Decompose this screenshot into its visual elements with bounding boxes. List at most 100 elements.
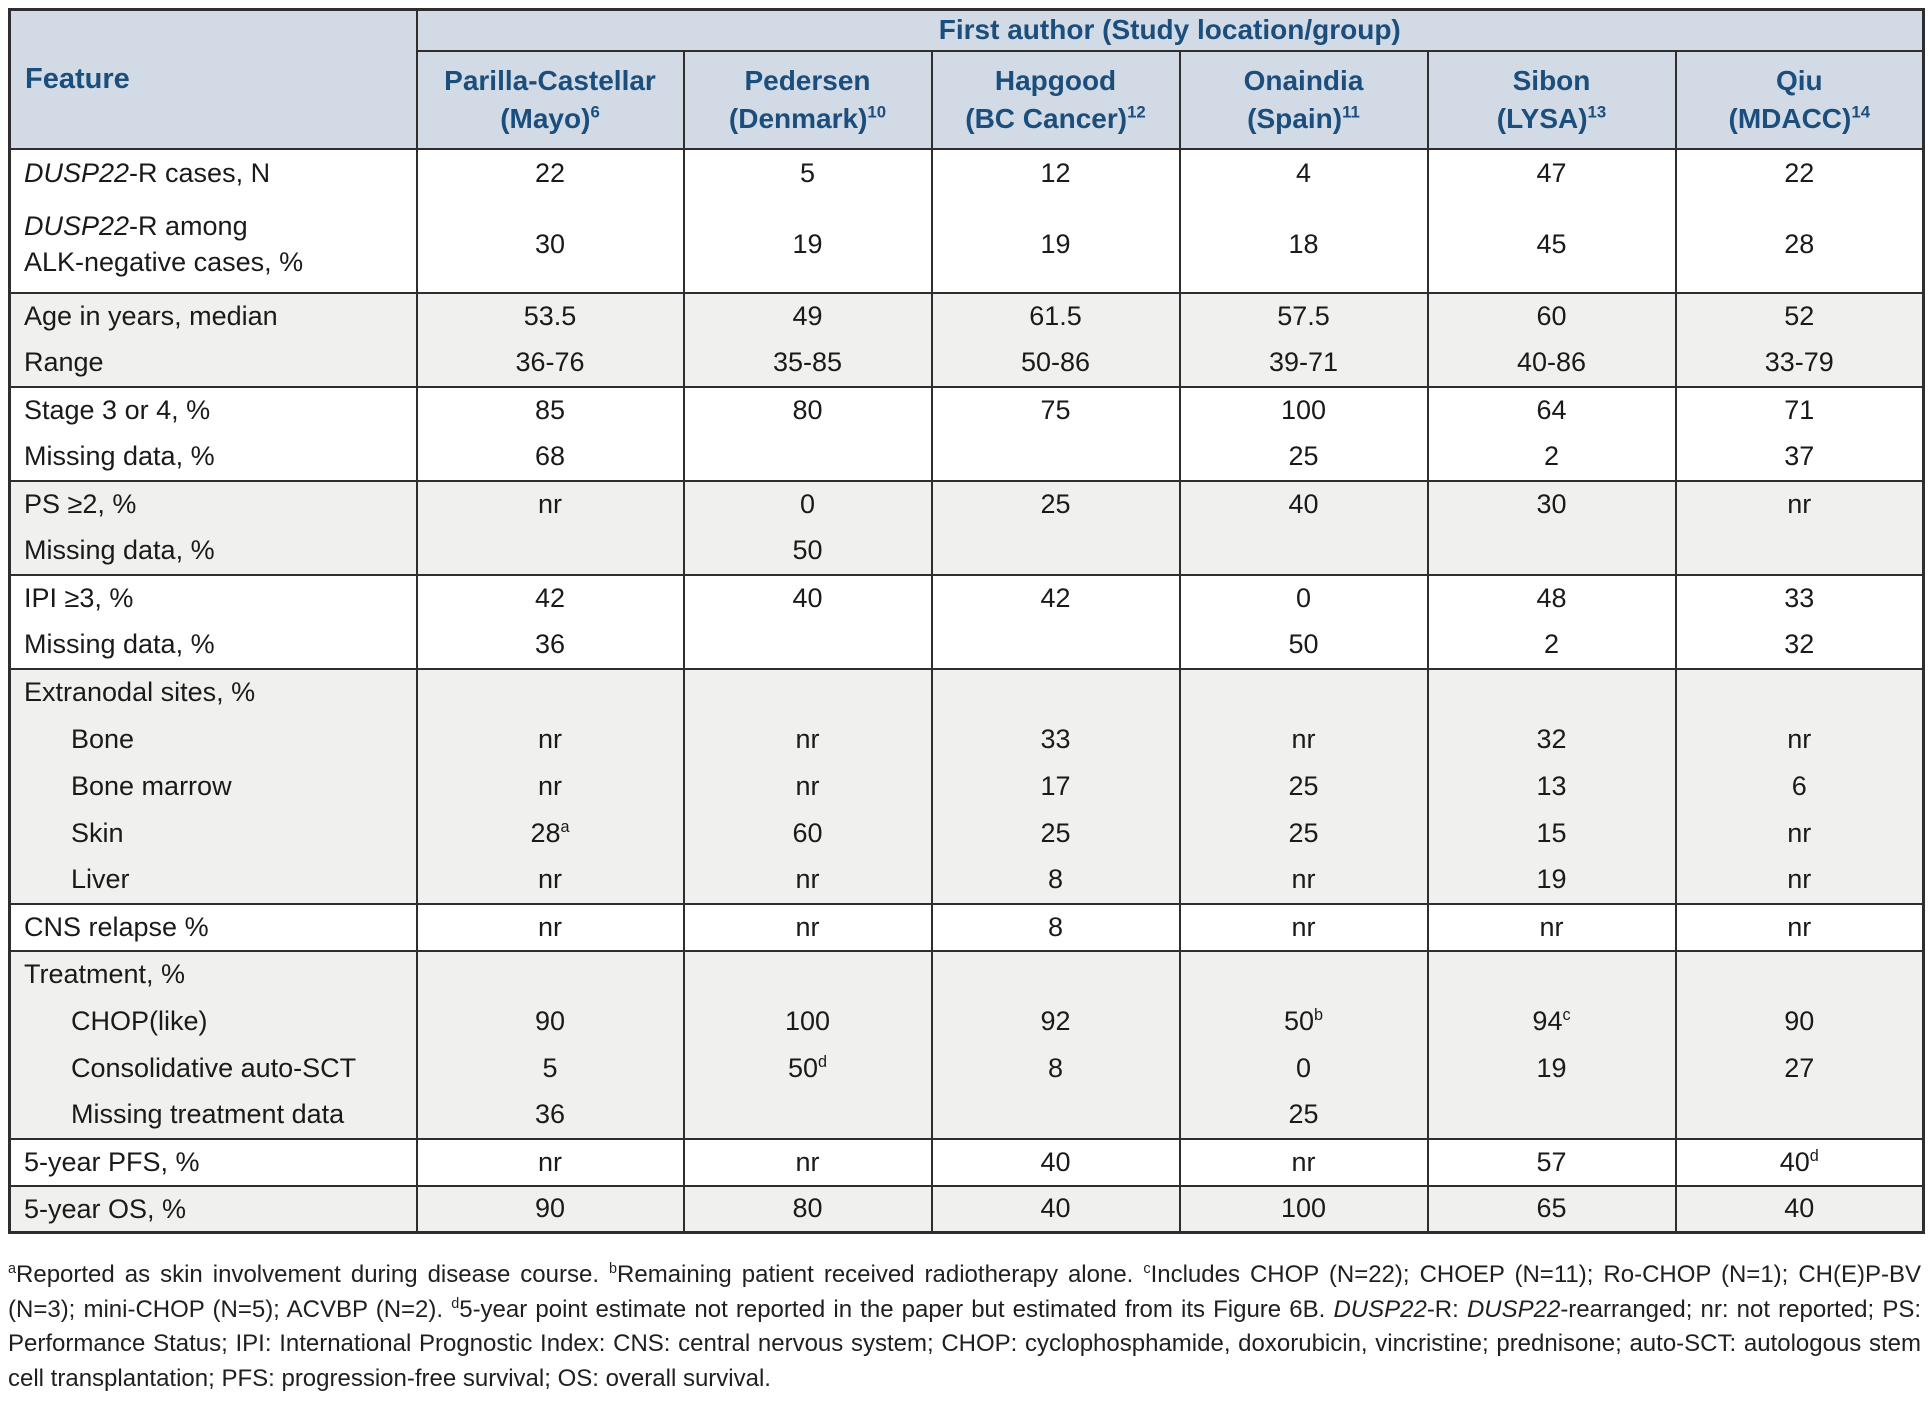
value-cell: 32 [1674, 621, 1924, 669]
value-cell: 92 [930, 997, 1180, 1045]
value-cell: nr [415, 1137, 684, 1186]
value-cell: 61.5 [930, 291, 1180, 340]
value-cell: nr [415, 715, 684, 763]
value-cell: 40 [930, 1184, 1180, 1233]
feature-label: Liver [8, 856, 417, 904]
author-header-parilla-castellar: Parilla-Castellar (Mayo)6 [415, 50, 684, 149]
value-cell [415, 949, 684, 998]
table-row: Skin 28a 60 25 25 15 nr [8, 809, 1924, 857]
study-comparison-table: Feature First author (Study location/gro… [8, 8, 1926, 1234]
value-cell: 8 [930, 856, 1180, 904]
value-cell: nr [415, 902, 684, 951]
value-cell: 71 [1674, 385, 1924, 434]
author-header-row: Parilla-Castellar (Mayo)6 Pedersen (Denmark… [10, 50, 1924, 149]
value-cell: 25 [930, 809, 1180, 857]
footnote-ref-superscript: c [1562, 1005, 1571, 1024]
value-cell [1426, 527, 1676, 575]
value-cell: 50 [1178, 621, 1428, 669]
value-cell [682, 433, 932, 481]
value-cell: 33-79 [1674, 339, 1924, 387]
feature-label: Missing data, % [8, 621, 417, 669]
table-row: 5-year OS, % 90 80 40 100 65 40 [8, 1184, 1924, 1233]
first-author-group-header: First author (Study location/group) [415, 9, 1924, 52]
value-cell: nr [415, 762, 684, 810]
feature-label: PS ≥2, % [8, 479, 417, 528]
value-cell: nr [415, 479, 684, 528]
value-cell: 19 [1426, 856, 1676, 904]
value-cell: 30 [1426, 479, 1676, 528]
value-cell: 25 [930, 479, 1180, 528]
value-cell: nr [1178, 1137, 1428, 1186]
value-cell [682, 667, 932, 716]
value-cell: 40 [1178, 479, 1428, 528]
value-cell: 36 [415, 621, 684, 669]
value-cell: 25 [1178, 1091, 1428, 1139]
value-cell: 37 [1674, 433, 1924, 481]
feature-label: Missing treatment data [8, 1091, 417, 1139]
footnote-ref-marker: c [1143, 1261, 1151, 1277]
feature-label: IPI ≥3, % [8, 573, 417, 622]
author-header-qiu: Qiu (MDACC)14 [1674, 50, 1924, 149]
value-cell: 90 [415, 1184, 684, 1233]
value-cell: 50b [1178, 997, 1428, 1045]
table-row: 5-year PFS, % nr nr 40 nr 57 40d [8, 1137, 1924, 1186]
table-row: DUSP22-R among ALK-negative cases, % 30 19 1… [8, 196, 1924, 293]
author-header-onaindia: Onaindia (Spain)11 [1178, 50, 1428, 149]
value-cell [1178, 527, 1428, 575]
value-cell: 0 [1178, 1044, 1428, 1092]
reference-superscript: 6 [590, 102, 600, 122]
value-cell: 30 [415, 196, 684, 293]
value-cell: 5 [682, 147, 932, 197]
value-cell: 57.5 [1178, 291, 1428, 340]
value-cell: 2 [1426, 621, 1676, 669]
value-cell [930, 527, 1180, 575]
table-row: CHOP(like) 90 100 92 50b 94c 90 [8, 997, 1924, 1045]
table-row: Bone nr nr 33 nr 32 nr [8, 715, 1924, 763]
value-cell: 40 [1674, 1184, 1924, 1233]
value-cell [682, 621, 932, 669]
value-cell: nr [1674, 902, 1924, 951]
feature-label: Missing data, % [8, 433, 417, 481]
feature-label: Bone [8, 715, 417, 763]
value-cell: 50 [682, 527, 932, 575]
value-cell [1674, 527, 1924, 575]
feature-label: Age in years, median [8, 291, 417, 340]
value-cell: 39-71 [1178, 339, 1428, 387]
table-row: Age in years, median 53.5 49 61.5 57.5 60 52 [8, 291, 1924, 340]
value-cell: 80 [682, 385, 932, 434]
value-cell: 50-86 [930, 339, 1180, 387]
value-cell: 8 [930, 1044, 1180, 1092]
value-cell: 19 [1426, 1044, 1676, 1092]
value-cell: 90 [415, 997, 684, 1045]
value-cell: 25 [1178, 809, 1428, 857]
value-cell: nr [1426, 902, 1676, 951]
footnote-ref-superscript: b [1314, 1005, 1324, 1024]
table-row: DUSP22-R cases, N 22 5 12 4 47 22 [8, 147, 1924, 197]
value-cell: 25 [1178, 762, 1428, 810]
value-cell: 33 [1674, 573, 1924, 622]
value-cell: 17 [930, 762, 1180, 810]
value-cell: 45 [1426, 196, 1676, 293]
value-cell: 60 [682, 809, 932, 857]
value-cell: 6 [1674, 762, 1924, 810]
value-cell: nr [1674, 856, 1924, 904]
reference-superscript: 11 [1342, 102, 1360, 122]
table-row: Missing data, % 68 25 2 37 [8, 433, 1924, 481]
value-cell [1674, 949, 1924, 998]
value-cell: nr [1178, 715, 1428, 763]
value-cell: 60 [1426, 291, 1676, 340]
value-cell: 65 [1426, 1184, 1676, 1233]
value-cell: 4 [1178, 147, 1428, 197]
value-cell: 25 [1178, 433, 1428, 481]
author-header-sibon: Sibon (LYSA)13 [1426, 50, 1676, 149]
footnotes: aReported as skin involvement during dis… [8, 1261, 1922, 1392]
value-cell [415, 667, 684, 716]
value-cell: 50d [682, 1044, 932, 1092]
table-row: Bone marrow nr nr 17 25 13 6 [8, 762, 1924, 810]
value-cell [415, 527, 684, 575]
value-cell [1674, 1091, 1924, 1139]
value-cell: 28a [415, 809, 684, 857]
value-cell [930, 433, 1180, 481]
table-row: Stage 3 or 4, % 85 80 75 100 64 71 [8, 385, 1924, 434]
